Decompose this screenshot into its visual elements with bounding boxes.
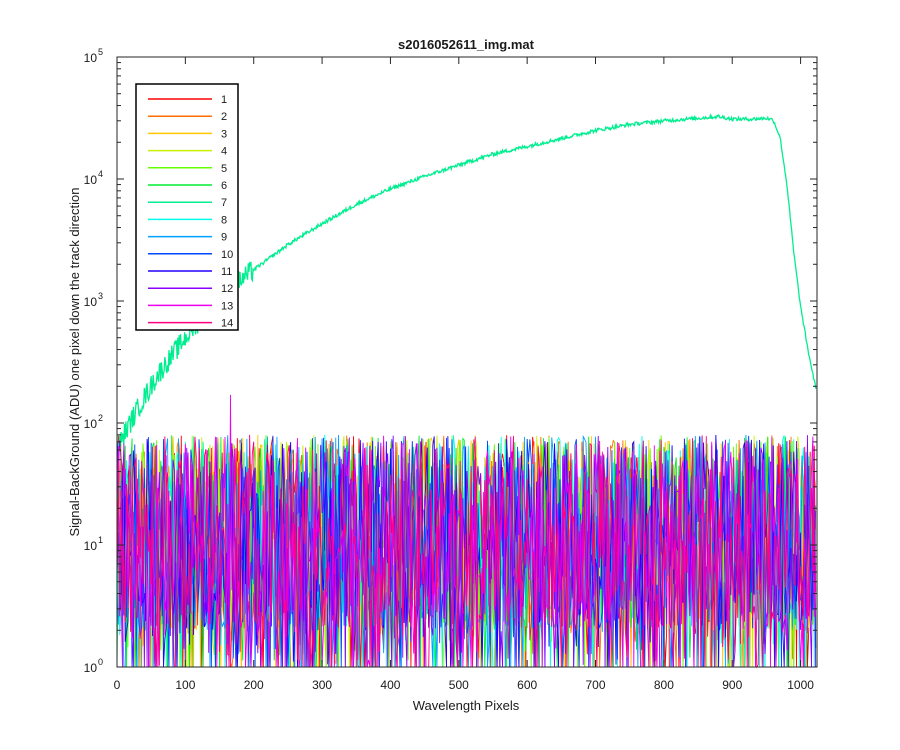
chart-title: s2016052611_img.mat <box>398 37 535 52</box>
series-line-14 <box>116 434 817 669</box>
x-tick-label: 500 <box>449 678 469 692</box>
x-axis: 0 100 200 300 400 500 600 700 800 900 1000 <box>114 57 814 692</box>
y-tick-label: 10 <box>84 539 98 553</box>
x-tick-label: 300 <box>312 678 332 692</box>
y-axis-label: Signal-BackGround (ADU) one pixel down t… <box>67 187 82 536</box>
y-tick-exponent: 5 <box>98 47 103 57</box>
legend-label-2: 2 <box>221 111 227 123</box>
plot-area <box>116 112 817 669</box>
y-tick-label: 10 <box>84 295 98 309</box>
legend-box <box>135 83 239 331</box>
legend-label-13: 13 <box>221 300 233 312</box>
x-tick-label: 700 <box>586 678 606 692</box>
x-tick-label: 600 <box>517 678 537 692</box>
legend-label-12: 12 <box>221 283 233 295</box>
legend-label-11: 11 <box>221 266 232 278</box>
x-tick-label: 800 <box>654 678 674 692</box>
y-tick-exponent: 1 <box>98 535 103 545</box>
x-tick-label: 1000 <box>787 678 814 692</box>
legend-label-8: 8 <box>221 214 227 226</box>
legend-label-3: 3 <box>221 128 227 140</box>
y-tick-exponent: 0 <box>98 657 103 667</box>
legend-label-5: 5 <box>221 163 227 175</box>
legend-label-9: 9 <box>221 232 227 244</box>
x-tick-label: 100 <box>175 678 195 692</box>
y-tick-label: 10 <box>84 661 98 675</box>
y-tick-exponent: 3 <box>98 291 103 301</box>
legend-label-4: 4 <box>221 146 227 158</box>
legend-label-6: 6 <box>221 180 227 192</box>
legend-label-10: 10 <box>221 249 233 261</box>
x-tick-label: 200 <box>244 678 264 692</box>
x-tick-label: 400 <box>380 678 400 692</box>
x-tick-label: 0 <box>114 678 121 692</box>
legend-label-14: 14 <box>221 318 233 330</box>
legend-label-1: 1 <box>221 94 227 106</box>
x-axis-label: Wavelength Pixels <box>413 698 520 713</box>
y-tick-label: 10 <box>84 417 98 431</box>
y-tick-exponent: 4 <box>98 169 103 179</box>
axes-frame <box>116 56 818 668</box>
legend-label-7: 7 <box>221 197 227 209</box>
y-tick-label: 10 <box>84 173 98 187</box>
y-tick-label: 10 <box>84 51 98 65</box>
x-tick-label: 900 <box>722 678 742 692</box>
y-tick-exponent: 2 <box>98 413 103 423</box>
